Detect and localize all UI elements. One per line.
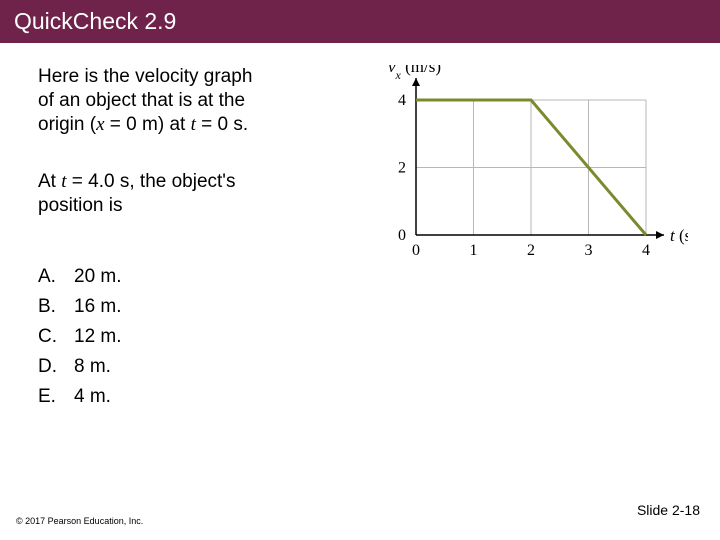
svg-text:0: 0 — [398, 227, 406, 244]
option-row: D. 8 m. — [38, 356, 122, 386]
svg-text:2: 2 — [527, 242, 535, 259]
svg-text:3: 3 — [585, 242, 593, 259]
svg-text:vx (m/s): vx (m/s) — [388, 65, 441, 82]
option-label: D. — [38, 356, 74, 386]
option-label: B. — [38, 296, 74, 326]
copyright-text: © 2017 Pearson Education, Inc. — [16, 516, 143, 526]
option-label: C. — [38, 326, 74, 356]
option-row: B. 16 m. — [38, 296, 122, 326]
svg-text:0: 0 — [412, 242, 420, 259]
slide-number: Slide 2-18 — [637, 502, 700, 518]
svg-text:t (s): t (s) — [670, 226, 688, 245]
option-text: 8 m. — [74, 356, 122, 386]
option-text: 20 m. — [74, 266, 122, 296]
copyright-footer: © 2017 Pearson Education, Inc. — [16, 516, 143, 526]
q-line2: position is — [38, 195, 123, 216]
intro-line2: of an object that is at the — [38, 90, 245, 111]
option-text: 12 m. — [74, 326, 122, 356]
options-list: A. 20 m. B. 16 m. C. 12 m. D. 8 m. E. 4 … — [38, 266, 122, 416]
option-row: C. 12 m. — [38, 326, 122, 356]
slide-number-footer: Slide 2-18 — [637, 502, 700, 518]
text-column: Here is the velocity graph of an object … — [38, 65, 338, 416]
svg-text:4: 4 — [398, 92, 406, 109]
intro-text: Here is the velocity graph of an object … — [38, 65, 338, 136]
intro-l3-post: = 0 s. — [196, 114, 248, 135]
svg-text:4: 4 — [642, 242, 650, 259]
title-bar: QuickCheck 2.9 — [0, 0, 720, 43]
option-text: 16 m. — [74, 296, 122, 326]
option-row: A. 20 m. — [38, 266, 122, 296]
intro-var-x: x — [96, 114, 104, 135]
intro-line1: Here is the velocity graph — [38, 66, 252, 87]
svg-text:1: 1 — [470, 242, 478, 259]
option-text: 4 m. — [74, 386, 122, 416]
option-label: E. — [38, 386, 74, 416]
question-text: At t = 4.0 s, the object's position is — [38, 170, 338, 218]
svg-text:2: 2 — [398, 160, 406, 177]
content-area: Here is the velocity graph of an object … — [0, 43, 720, 416]
slide-title: QuickCheck 2.9 — [14, 8, 176, 34]
option-row: E. 4 m. — [38, 386, 122, 416]
velocity-chart: 0 1 2 3 4 0 2 4 vx (m/s) t (s) — [358, 65, 688, 275]
q-mid: = 4.0 s, the object's — [67, 171, 236, 192]
q-pre: At — [38, 171, 61, 192]
option-label: A. — [38, 266, 74, 296]
intro-l3-pre: origin ( — [38, 114, 96, 135]
chart-column: 0 1 2 3 4 0 2 4 vx (m/s) t (s) — [358, 65, 694, 416]
intro-l3-eq: = 0 m) at — [105, 114, 191, 135]
